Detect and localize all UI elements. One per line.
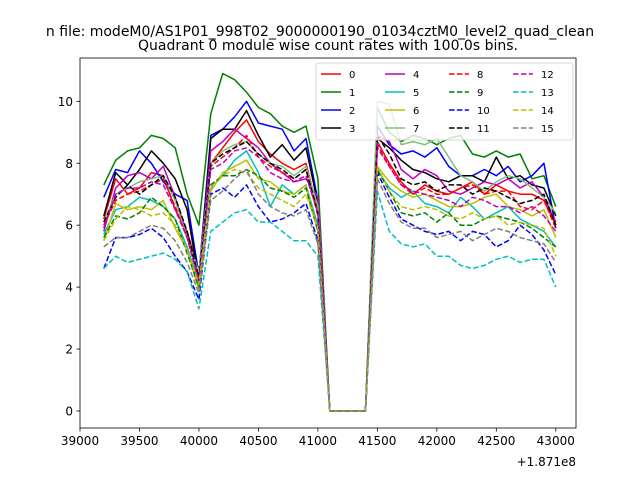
y-tick-label: 2 xyxy=(65,343,73,357)
plot-area: 39000 39500 40000 40500 41000 41500 42000 42500… xyxy=(58,57,577,448)
x-tick-label: 41000 xyxy=(299,434,337,448)
legend-label-0: 0 xyxy=(349,70,355,81)
legend-label-15: 15 xyxy=(541,124,554,135)
legend-label-11: 11 xyxy=(477,124,490,135)
x-offset-text: +1.871e8 xyxy=(517,455,576,469)
legend-label-5: 5 xyxy=(413,88,419,99)
series-line-15 xyxy=(103,168,557,412)
series-line-9 xyxy=(103,168,557,412)
legend-label-1: 1 xyxy=(349,88,355,99)
x-tick-label: 40000 xyxy=(180,434,218,448)
legend-label-14: 14 xyxy=(541,106,554,117)
x-tick-label: 40500 xyxy=(239,434,277,448)
chart-title: Quadrant 0 module wise count rates with … xyxy=(138,38,518,54)
x-tick-label: 39500 xyxy=(120,434,158,448)
legend-label-12: 12 xyxy=(541,70,554,81)
legend-box xyxy=(315,62,574,141)
legend-label-8: 8 xyxy=(477,70,483,81)
y-tick-label: 0 xyxy=(65,404,73,418)
legend-label-4: 4 xyxy=(413,70,419,81)
legend-label-7: 7 xyxy=(413,124,419,135)
x-tick-label: 43000 xyxy=(537,434,575,448)
x-tick-label: 39000 xyxy=(61,434,99,448)
x-tick-label: 41500 xyxy=(358,434,396,448)
legend-label-6: 6 xyxy=(413,106,419,117)
x-tick-label: 42500 xyxy=(477,434,515,448)
legend-label-2: 2 xyxy=(349,106,355,117)
axes-frame xyxy=(79,57,577,429)
legend-label-9: 9 xyxy=(477,88,483,99)
y-tick-label: 4 xyxy=(65,281,73,295)
legend-label-13: 13 xyxy=(541,88,554,99)
y-tick-label: 8 xyxy=(65,157,73,171)
legend-label-10: 10 xyxy=(477,106,490,117)
chart-suptitle: n file: modeM0/AS1P01_998T02_9000000190_… xyxy=(46,24,594,40)
y-tick-label: 6 xyxy=(65,219,73,233)
y-tick-label: 10 xyxy=(58,95,73,109)
x-tick-label: 42000 xyxy=(418,434,456,448)
legend-label-3: 3 xyxy=(349,124,355,135)
